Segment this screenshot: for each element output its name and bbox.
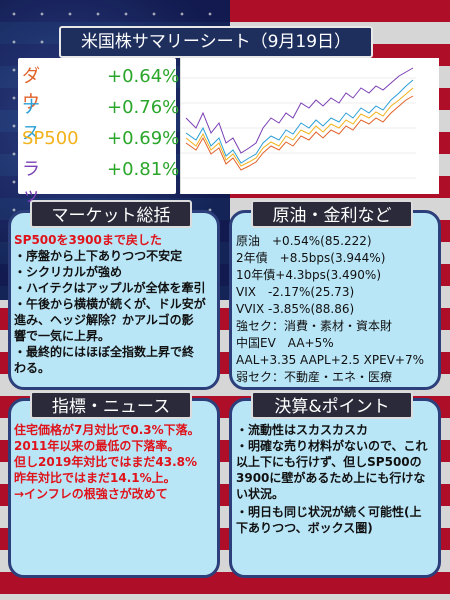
commodity-line: 弱セク：不動産・エネ・医療 (236, 370, 393, 384)
series-nasdaq (185, 79, 414, 164)
market-line: ・ハイテクはアップルが全体を牽引 (14, 281, 206, 295)
market-line: ・午後から横横が続くが、ドル安が (14, 297, 206, 311)
commodity-line: 中国EV AA+5% (236, 336, 334, 350)
commodity-line: 原油 +0.54%(85.222) (236, 234, 372, 248)
commodity-line: 2年債 +8.5bps(3.944%) (236, 251, 386, 265)
news-panel (8, 398, 220, 578)
market-line: 進み、ヘッジ解除？かアルゴの影 (14, 313, 194, 327)
market-summary-panel (8, 210, 220, 390)
index-value: +0.76% (107, 97, 180, 118)
news-line: 昨年対比ではまだ14.1%上。 (14, 471, 176, 485)
commodity-line: AAL+3.35 AAPL+2.5 XPEV+7% (236, 353, 424, 367)
news-heading: 指標・ニュース (30, 391, 192, 419)
series-dow (185, 95, 414, 171)
market-line: ・序盤から上下ありつつ不安定 (14, 249, 183, 263)
series-russell (185, 67, 414, 154)
earnings-line: ・明確な売り材料がないので、これ (236, 439, 428, 453)
market-summary-heading: マーケット総括 (30, 200, 192, 228)
market-line: SP500を3900まで戻した (14, 233, 162, 247)
commodity-line: 強セク：消費・素材・資本財 (236, 319, 393, 333)
commodities-heading: 原油・金利など (251, 200, 413, 228)
series-sp500 (185, 87, 414, 167)
index-value: +0.64% (107, 66, 180, 87)
index-summary: ダウ +0.64% ナス +0.76% SP500 +0.69% ラッセル +0… (18, 58, 180, 258)
commodity-line: 10年債+4.3bps(3.490%) (236, 268, 382, 282)
chart-svg (181, 58, 439, 194)
earnings-line: 以上下にも行けず、但しSP500の (236, 455, 422, 469)
index-name: SP500 (22, 128, 79, 149)
index-name: ナス (22, 97, 40, 144)
news-line: 但し2019年対比ではまだ43.8% (14, 455, 198, 469)
news-line: 2011年以来の最低の下落率。 (14, 439, 180, 453)
commodities-panel (229, 210, 441, 390)
earnings-line: い状況。 (236, 487, 285, 501)
market-line: ・最終的にはほぼ全指数上昇で終 (14, 345, 195, 359)
index-value: +0.69% (107, 128, 180, 149)
index-name: ダウ (22, 66, 40, 113)
page-title: 米国株サマリーシート（9月19日） (59, 26, 373, 58)
news-line: 住宅価格が7月対比で0.3%下落。 (14, 423, 200, 437)
market-line: わる。 (14, 361, 51, 375)
earnings-line: ・流動性はスカスカスカ (236, 423, 369, 437)
news-line: →インフレの根強さが改めて (14, 487, 168, 501)
market-line: 響で一気に上昇。 (14, 329, 111, 343)
intraday-chart (180, 58, 439, 194)
commodity-line: VVIX -3.85%(88.86) (236, 302, 355, 316)
earnings-line: 下ありつつ、ボックス圏) (236, 521, 373, 535)
index-value: +0.81% (107, 159, 180, 180)
earnings-panel (229, 398, 441, 578)
commodity-line: VIX -2.17%(25.73) (236, 285, 355, 299)
earnings-line: 3900に壁があるため上にも行けな (236, 471, 426, 485)
earnings-heading: 決算&ポイント (251, 391, 413, 419)
market-line: ・シクリカルが強め (14, 265, 123, 279)
earnings-line: ・明日も同じ状況が続く可能性(上 (236, 505, 422, 519)
